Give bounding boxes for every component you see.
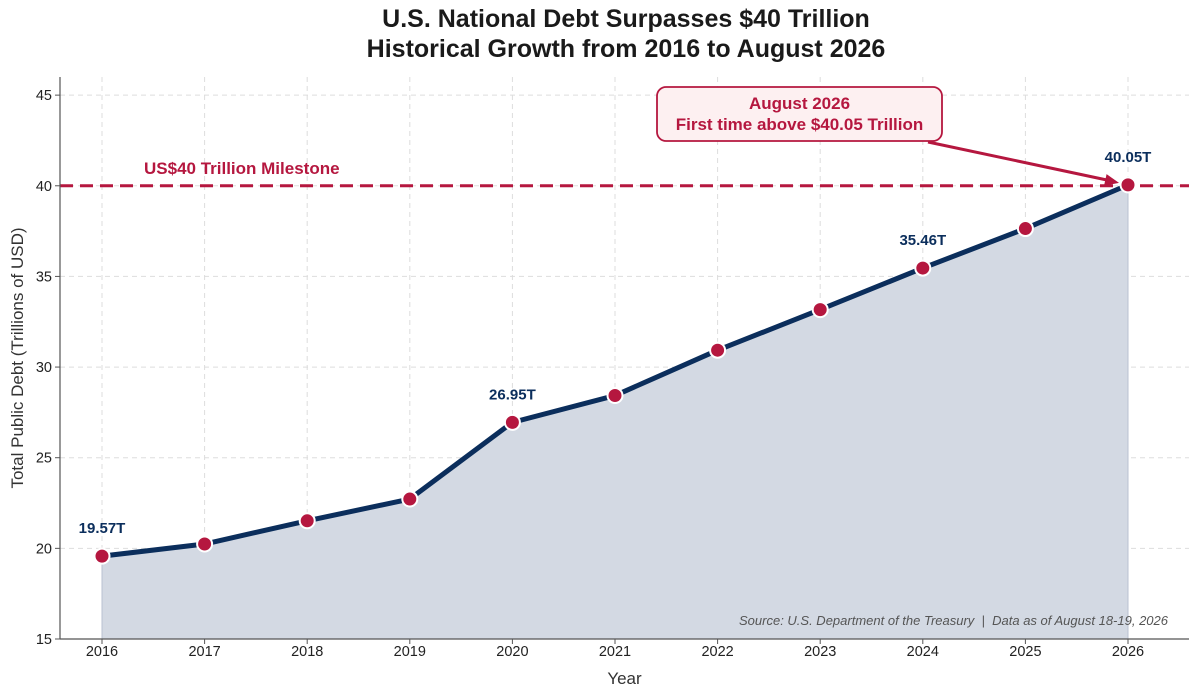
data-label: 40.05T [1105, 149, 1152, 166]
y-tick-label: 30 [36, 360, 52, 376]
annotation-line-2: First time above $40.05 Trillion [676, 115, 924, 134]
source-note: Source: U.S. Department of the Treasury … [739, 613, 1169, 628]
x-tick-label: 2025 [1009, 644, 1041, 660]
x-tick-label: 2022 [701, 644, 733, 660]
y-axis-label: Total Public Debt (Trillions of USD) [8, 227, 27, 488]
y-tick-label: 25 [36, 451, 52, 467]
annotation-arrowhead [1104, 174, 1119, 186]
data-point [401, 490, 419, 508]
annotation-box [656, 86, 943, 142]
chart-subtitle: Historical Growth from 2016 to August 20… [366, 35, 886, 63]
data-label: 19.57T [79, 520, 126, 537]
data-point [811, 301, 829, 319]
x-axis-ticks: 2016 2017 2018 2019 2020 2021 2022 2023 2024 2025… [86, 639, 1144, 660]
data-point [1016, 220, 1034, 238]
annotation-line-1: August 2026 [749, 94, 850, 113]
chart-title-block: U.S. National Debt Surpasses $40 Trillio… [0, 4, 1200, 64]
x-tick-label: 2017 [188, 644, 220, 660]
data-point [196, 535, 214, 553]
x-tick-label: 2020 [496, 644, 528, 660]
data-labels: 19.57T 26.95T 35.46T 40.05T [79, 149, 1152, 537]
data-point [503, 413, 521, 431]
data-label: 35.46T [899, 232, 946, 249]
x-tick-label: 2018 [291, 644, 323, 660]
data-point [1119, 176, 1137, 194]
annotation-callout: August 2026 First time above $40.05 Tril… [656, 86, 1119, 186]
x-axis-label: Year [607, 669, 642, 688]
x-tick-label: 2016 [86, 644, 118, 660]
y-tick-label: 35 [36, 269, 52, 285]
milestone-label: US$40 Trillion Milestone [144, 159, 340, 178]
data-point [298, 512, 316, 530]
axes [59, 77, 1189, 640]
x-tick-label: 2026 [1112, 644, 1144, 660]
data-point [606, 387, 624, 405]
annotation-arrow [927, 140, 1112, 183]
data-point [93, 547, 111, 565]
x-tick-label: 2024 [907, 644, 939, 660]
y-tick-label: 45 [36, 88, 52, 104]
y-tick-label: 20 [36, 541, 52, 557]
chart-title: U.S. National Debt Surpasses $40 Trillio… [382, 5, 870, 33]
x-tick-label: 2023 [804, 644, 836, 660]
data-point [709, 341, 727, 359]
data-label: 26.95T [489, 386, 536, 403]
data-point [914, 259, 932, 277]
data-markers [93, 176, 1137, 565]
y-axis-ticks: 15 20 25 30 35 40 45 [36, 88, 60, 648]
milestone-group: US$40 Trillion Milestone [60, 159, 1189, 188]
x-tick-label: 2019 [394, 644, 426, 660]
y-tick-label: 40 [36, 179, 52, 195]
y-tick-label: 15 [36, 632, 52, 648]
x-tick-label: 2021 [599, 644, 631, 660]
